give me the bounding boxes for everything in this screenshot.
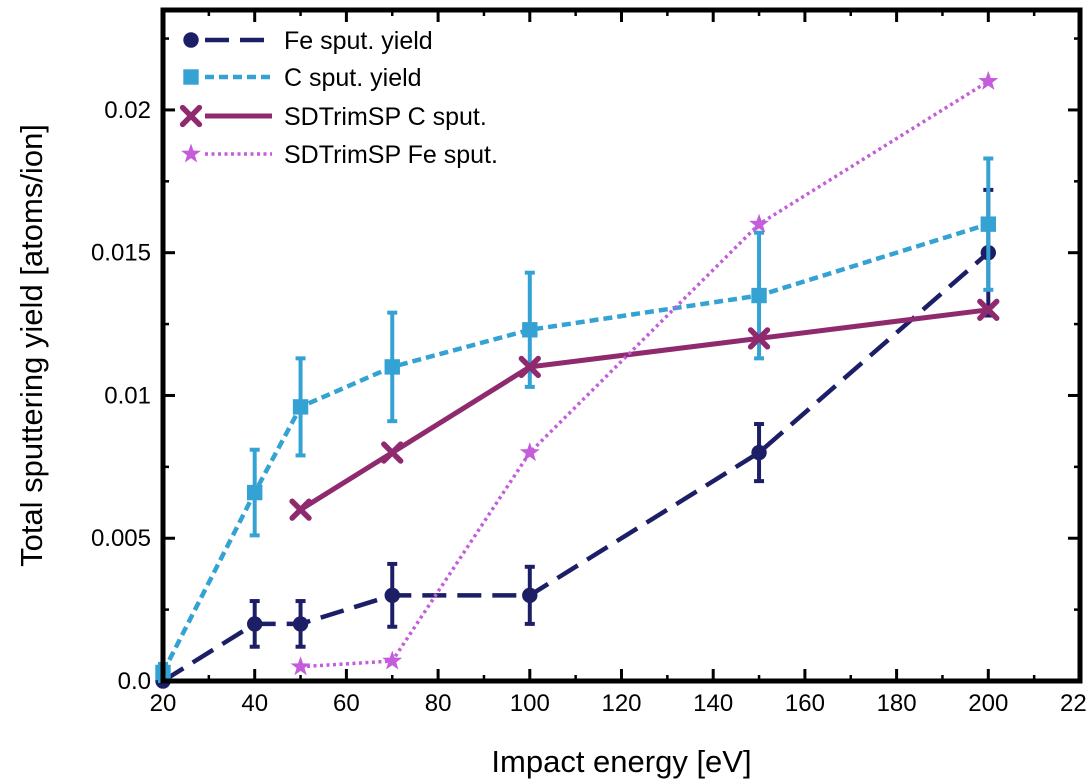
legend-label: SDTrimSP C sput.	[284, 103, 487, 131]
legend: Fe sput. yield C sput. yield SDTrimSP C sp…	[179, 27, 498, 169]
data-point-fe-sput-yield	[247, 616, 263, 632]
y-axis-title: Total sputtering yield [atoms/ion]	[14, 124, 49, 567]
y-tick-label: 0.015	[91, 240, 151, 267]
data-point-sdtrimsp-c-sput-stroke-b	[747, 327, 771, 350]
x-axis-title: Impact energy [eV]	[491, 744, 751, 779]
x-tick-label: 120	[601, 690, 641, 717]
data-point-c-sput-yield	[522, 322, 538, 338]
x-tick-label: 40	[241, 690, 268, 717]
y-tick-label: 0.0	[118, 668, 151, 695]
plot-frame	[160, 7, 1083, 684]
legend-item-fe-sput-yield: Fe sput. yield	[183, 27, 433, 55]
data-point-sdtrimsp-c-sput	[381, 441, 404, 464]
series-line-sdtrimsp-fe-sput	[300, 79, 990, 669]
legend-item-sdtrimsp-c-sput: SDTrimSP C sput.	[179, 103, 487, 131]
x-tick-label: 200	[968, 690, 1008, 717]
legend-marker-stroke-b	[179, 104, 203, 128]
x-tick-label: 60	[333, 690, 360, 717]
data-point-sdtrimsp-fe-sput	[519, 442, 540, 462]
x-tick-label: 140	[693, 690, 733, 717]
data-point-fe-sput-yield	[751, 444, 767, 461]
data-point-sdtrimsp-fe-sput	[382, 650, 403, 670]
data-point-sdtrimsp-c-sput-stroke-b	[518, 355, 541, 379]
series-layer	[155, 70, 1000, 689]
data-point-c-sput-yield	[980, 216, 996, 232]
data-point-sdtrimsp-fe-sput	[290, 656, 311, 676]
data-point-c-sput-yield	[292, 399, 309, 415]
legend-label: Fe sput. yield	[284, 27, 433, 55]
x-tick-label: 100	[510, 690, 550, 717]
legend-label: C sput. yield	[284, 64, 422, 92]
data-point-c-sput-yield	[751, 287, 767, 304]
tick-labels: 20 40 60 80 100 120 140 160 180 200 220 0.0 0.005 0.0…	[91, 97, 1087, 717]
data-point-sdtrimsp-c-sput	[289, 498, 312, 521]
data-point-sdtrimsp-c-sput-stroke-b	[289, 498, 312, 521]
x-tick-label: 160	[785, 690, 825, 717]
legend-marker	[183, 69, 199, 85]
y-tick-label: 0.02	[104, 97, 151, 124]
data-point-fe-sput-yield	[384, 587, 400, 604]
x-tick-label: 20	[150, 690, 177, 717]
x-tick-label: 180	[877, 690, 917, 717]
x-tick-label: 80	[425, 690, 452, 717]
data-point-sdtrimsp-c-sput	[977, 298, 1000, 321]
data-point-sdtrimsp-c-sput	[747, 327, 771, 350]
data-point-sdtrimsp-c-sput-stroke-b	[381, 441, 404, 464]
data-point-c-sput-yield	[247, 484, 263, 501]
y-tick-label: 0.01	[104, 382, 151, 409]
data-point-c-sput-yield	[384, 359, 400, 375]
data-point-fe-sput-yield	[522, 587, 538, 604]
legend-marker	[183, 32, 199, 48]
y-tick-label: 0.005	[91, 525, 151, 552]
data-point-sdtrimsp-c-sput-stroke-b	[977, 298, 1000, 321]
legend-marker	[179, 104, 203, 128]
series-sdtrimsp-c-sput	[289, 298, 1000, 521]
data-point-fe-sput-yield	[292, 616, 309, 632]
legend-label: SDTrimSP Fe sput.	[284, 141, 498, 169]
data-point-sdtrimsp-fe-sput	[978, 70, 999, 90]
data-point-sdtrimsp-fe-sput	[749, 213, 770, 233]
legend-marker	[181, 143, 201, 163]
data-point-sdtrimsp-c-sput	[518, 355, 541, 379]
x-tick-label: 220	[1060, 690, 1087, 717]
series-sdtrimsp-fe-sput	[290, 70, 999, 676]
legend-item-sdtrimsp-fe-sput: SDTrimSP Fe sput.	[181, 141, 498, 169]
legend-item-c-sput-yield: C sput. yield	[183, 64, 422, 92]
series-c-sput-yield	[155, 156, 996, 683]
